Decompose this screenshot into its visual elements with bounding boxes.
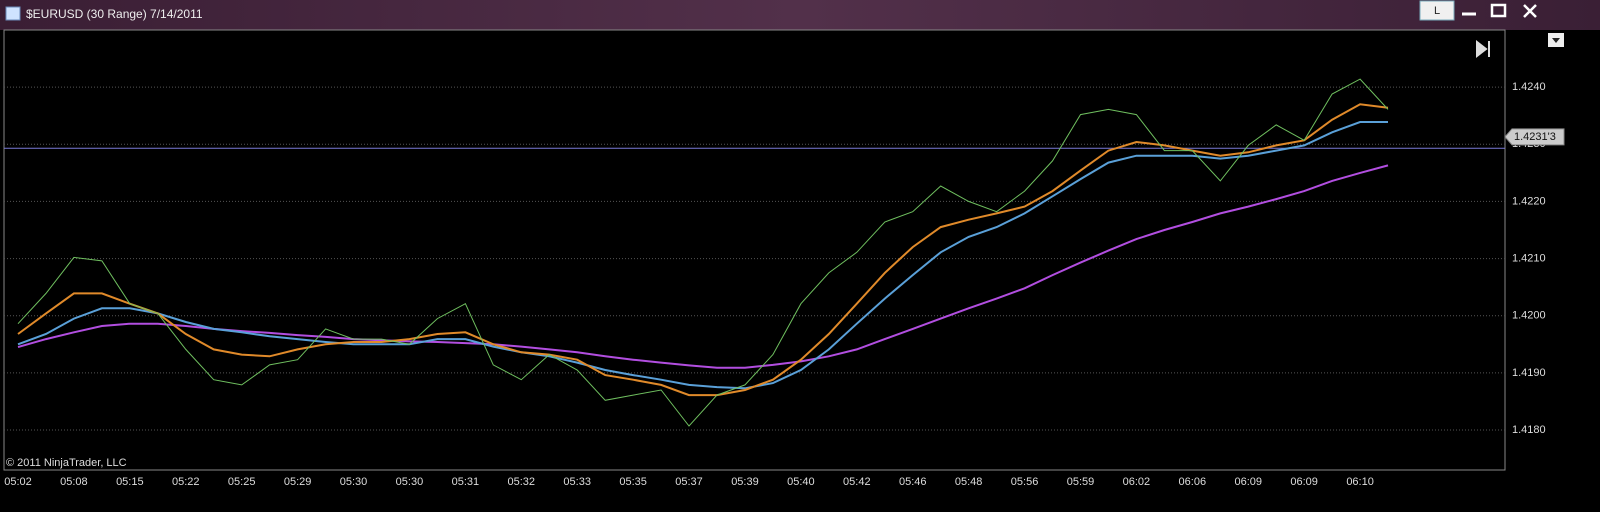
layout-button[interactable]	[1419, 0, 1455, 21]
price-marker	[1504, 128, 1565, 146]
dropdown-arrow	[1552, 38, 1560, 43]
close-button[interactable]	[1523, 4, 1537, 18]
scroll-end-button[interactable]	[1476, 39, 1490, 59]
x-tick-label: 06:09	[1290, 476, 1318, 488]
window-title: $EURUSD (30 Range) 7/14/2011	[26, 7, 203, 21]
x-tick-label: 05:46	[899, 476, 927, 488]
y-tick-label: 1.4210	[1512, 252, 1546, 264]
y-tick-label: 1.4240	[1512, 81, 1546, 93]
price-marker-label: 1.4231'3	[1514, 131, 1556, 143]
y-tick-label: 1.4190	[1512, 367, 1546, 379]
x-tick-label: 05:15	[116, 476, 144, 488]
x-tick-label: 05:22	[172, 476, 200, 488]
x-tick-label: 05:37	[675, 476, 703, 488]
x-tick-label: 05:42	[843, 476, 871, 488]
app-icon	[5, 6, 21, 21]
x-tick-label: 05:08	[60, 476, 88, 488]
x-tick-label: 06:06	[1179, 476, 1207, 488]
x-tick-label: 05:30	[396, 476, 424, 488]
layout-button-label[interactable]: L	[1434, 5, 1440, 17]
x-tick-label: 05:29	[284, 476, 312, 488]
x-tick-label: 05:40	[787, 476, 815, 488]
x-tick-label: 05:35	[619, 476, 647, 488]
x-tick-label: 05:25	[228, 476, 256, 488]
x-tick-label: 05:48	[955, 476, 983, 488]
x-tick-label: 06:09	[1234, 476, 1262, 488]
series-line	[17, 164, 1389, 369]
x-tick-label: 05:56	[1011, 476, 1039, 488]
x-tick-label: 05:59	[1067, 476, 1095, 488]
x-tick-label: 05:32	[508, 476, 536, 488]
plot-area	[3, 29, 1506, 471]
maximize-button[interactable]	[1490, 3, 1507, 18]
y-tick-label: 1.4180	[1512, 424, 1546, 436]
x-tick-label: 06:02	[1123, 476, 1151, 488]
series-line	[17, 78, 1389, 427]
x-tick-label: 05:39	[731, 476, 759, 488]
x-tick-label: 05:33	[563, 476, 591, 488]
y-tick-label: 1.4200	[1512, 310, 1546, 322]
series-line	[17, 121, 1388, 390]
x-tick-label: 05:31	[452, 476, 480, 488]
title-bar	[0, 0, 1600, 30]
x-tick-label: 05:30	[340, 476, 368, 488]
x-tick-label: 05:02	[4, 476, 32, 488]
x-tick-label: 06:10	[1346, 476, 1374, 488]
y-tick-label: 1.4220	[1512, 195, 1546, 207]
copyright: © 2011 NinjaTrader, LLC	[6, 457, 127, 469]
